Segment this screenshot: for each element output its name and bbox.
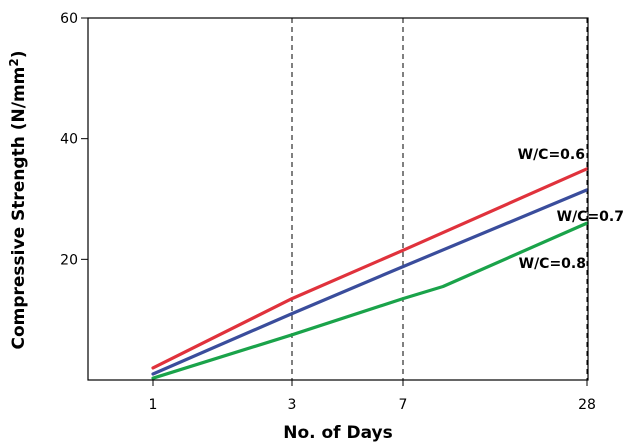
x-tick-label-7: 7 xyxy=(399,397,408,413)
x-tick-label-3: 3 xyxy=(288,397,297,413)
series-label-3: W/C=0.8 xyxy=(519,256,586,272)
plot-frame xyxy=(87,17,589,381)
y-axis-title: Compressive Strength (N/mm2) xyxy=(7,50,29,349)
x-axis-ticks: 1 3 7 28 xyxy=(149,380,596,413)
x-tick-label-1: 1 xyxy=(149,397,158,413)
grid-lines xyxy=(291,18,588,380)
y-tick-label-60: 60 xyxy=(60,11,78,27)
series-label-1: W/C=0.6 xyxy=(518,147,585,163)
x-tick-label-28: 28 xyxy=(578,397,596,413)
series-line-2 xyxy=(151,188,589,376)
y-tick-label-20: 20 xyxy=(60,252,78,268)
y-tick-label-40: 40 xyxy=(60,132,78,148)
series-line-3 xyxy=(151,221,589,380)
series-lines xyxy=(151,167,589,380)
series-labels: W/C=0.6 W/C=0.7 W/C=0.8 xyxy=(518,147,624,272)
x-axis-title: No. of Days xyxy=(283,423,393,443)
series-line-1 xyxy=(151,167,589,370)
series-label-2: W/C=0.7 xyxy=(557,209,624,225)
y-axis-ticks: 20 40 60 xyxy=(60,11,88,268)
